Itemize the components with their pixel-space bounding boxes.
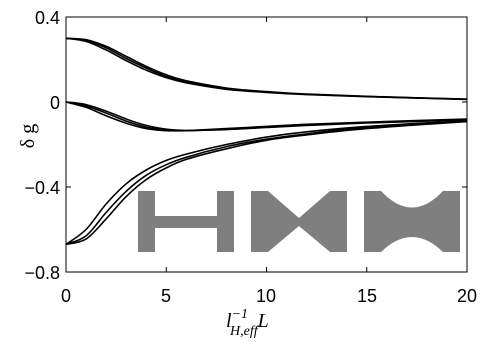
x-axis-label-superscript: −1 xyxy=(232,307,248,322)
y-tick-label: 0.4 xyxy=(35,8,60,28)
x-tick-label: 15 xyxy=(357,286,377,306)
series-line-6 xyxy=(65,101,468,132)
series-line-1 xyxy=(65,37,468,101)
series-line-3 xyxy=(65,37,468,100)
x-tick-label: 5 xyxy=(161,286,171,306)
series-line-7 xyxy=(65,119,468,246)
inset-junction-shapes xyxy=(138,191,460,252)
tick-marks xyxy=(65,16,468,273)
h-junction-pinched-shape xyxy=(251,191,347,252)
x-tick-labels: 0 5 10 15 20 xyxy=(61,286,477,306)
x-axis-label-base: l xyxy=(226,310,232,332)
y-axis-label: δ g xyxy=(17,124,39,148)
y-tick-label: 0 xyxy=(50,93,60,113)
series-line-8 xyxy=(65,120,468,246)
curve-group xyxy=(65,37,468,246)
x-axis-label: l−1 H,effL xyxy=(226,307,269,339)
series-line-2 xyxy=(65,37,468,100)
x-tick-label: 10 xyxy=(256,286,276,306)
y-tick-labels: 0.4 0 −0.4 −0.8 xyxy=(24,8,60,283)
x-axis-label-subscript: H,eff xyxy=(229,324,260,339)
series-line-5 xyxy=(65,101,468,132)
h-junction-rounded-shape xyxy=(364,191,460,252)
h-junction-straight-shape xyxy=(138,191,234,252)
x-axis-label-suffix: L xyxy=(257,310,269,332)
y-tick-label: −0.8 xyxy=(24,263,60,283)
y-tick-label: −0.4 xyxy=(24,178,60,198)
series-line-9 xyxy=(65,120,468,246)
x-tick-label: 20 xyxy=(457,286,477,306)
x-tick-label: 0 xyxy=(61,286,71,306)
